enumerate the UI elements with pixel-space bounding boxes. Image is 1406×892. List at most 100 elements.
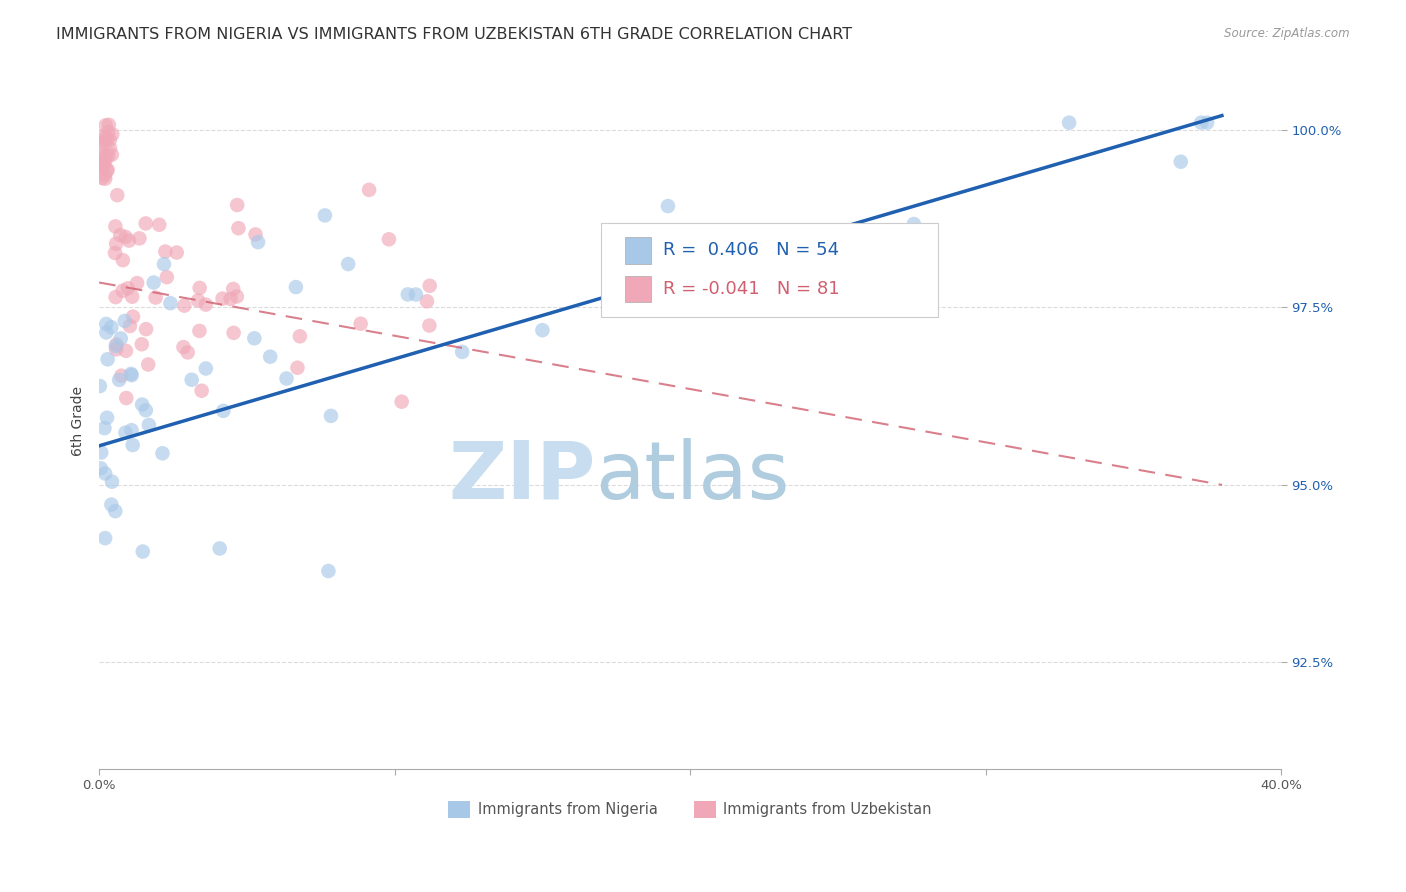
Point — [105, 236, 128, 251]
Point — [122, 310, 145, 324]
Text: R = -0.041   N = 81: R = -0.041 N = 81 — [662, 280, 839, 298]
Point — [100, 320, 122, 334]
Point — [172, 340, 194, 354]
Point — [97, 352, 120, 367]
Point — [142, 276, 165, 290]
Y-axis label: 6th Grade: 6th Grade — [72, 386, 86, 456]
Text: Source: ZipAtlas.com: Source: ZipAtlas.com — [1225, 27, 1350, 40]
Bar — [626, 276, 651, 302]
Point — [155, 244, 177, 259]
Point — [94, 149, 117, 163]
Point — [98, 141, 121, 155]
Point — [318, 564, 340, 578]
Point — [115, 343, 138, 358]
Point — [98, 133, 121, 147]
Text: R =  0.406   N = 54: R = 0.406 N = 54 — [662, 242, 839, 260]
Point — [94, 118, 117, 132]
Point — [132, 544, 155, 558]
Point — [1170, 154, 1192, 169]
Point — [418, 318, 440, 333]
Point — [416, 294, 439, 309]
Point — [117, 281, 139, 295]
Point — [247, 235, 270, 249]
Point — [89, 129, 111, 144]
Point — [110, 368, 132, 383]
Point — [135, 322, 157, 336]
Point — [173, 299, 195, 313]
Point — [121, 290, 143, 304]
Point — [219, 292, 242, 306]
Point — [187, 293, 209, 308]
Point — [110, 228, 132, 243]
Point — [104, 504, 127, 518]
Point — [451, 345, 474, 359]
Point — [903, 217, 925, 231]
Point — [96, 163, 118, 178]
Point — [138, 417, 160, 432]
Point — [114, 230, 136, 244]
Point — [96, 410, 118, 425]
Point — [120, 367, 142, 381]
Point — [391, 394, 413, 409]
Point — [396, 287, 419, 301]
Point — [104, 246, 127, 260]
Point — [94, 135, 117, 149]
Legend: Immigrants from Nigeria, Immigrants from Uzbekistan: Immigrants from Nigeria, Immigrants from… — [443, 795, 938, 824]
Point — [94, 531, 117, 545]
Point — [359, 183, 381, 197]
Point — [243, 331, 266, 345]
Point — [90, 137, 112, 152]
Point — [145, 291, 167, 305]
Point — [110, 331, 132, 345]
Text: ZIP: ZIP — [449, 438, 596, 516]
Bar — [626, 237, 651, 264]
Point — [89, 141, 111, 155]
Point — [104, 219, 127, 234]
Point — [105, 337, 128, 351]
Point — [259, 350, 281, 364]
Point — [121, 423, 143, 437]
Point — [136, 358, 159, 372]
Point — [222, 326, 245, 340]
Point — [89, 153, 111, 167]
Point — [118, 234, 141, 248]
Point — [190, 384, 212, 398]
Point — [135, 403, 157, 417]
Point — [288, 329, 311, 343]
Point — [284, 280, 307, 294]
Point — [111, 284, 134, 298]
Point — [405, 287, 427, 301]
Point — [89, 158, 111, 172]
Point — [97, 162, 120, 177]
Point — [350, 317, 373, 331]
Point — [194, 297, 217, 311]
Point — [287, 360, 309, 375]
Point — [228, 221, 250, 235]
Point — [180, 373, 202, 387]
Point — [148, 218, 170, 232]
Point — [128, 231, 150, 245]
Point — [93, 421, 115, 435]
Text: IMMIGRANTS FROM NIGERIA VS IMMIGRANTS FROM UZBEKISTAN 6TH GRADE CORRELATION CHAR: IMMIGRANTS FROM NIGERIA VS IMMIGRANTS FR… — [56, 27, 852, 42]
Point — [97, 149, 120, 163]
Point — [222, 282, 245, 296]
Point — [378, 232, 401, 246]
Point — [177, 345, 200, 359]
Point — [104, 339, 127, 353]
Point — [121, 368, 143, 383]
Point — [226, 198, 249, 212]
Point — [225, 289, 247, 303]
Point — [152, 446, 174, 460]
Point — [101, 128, 124, 142]
Point — [91, 171, 114, 186]
Point — [97, 118, 120, 132]
Point — [100, 498, 122, 512]
Point — [159, 296, 181, 310]
FancyBboxPatch shape — [602, 223, 938, 317]
Point — [114, 425, 136, 440]
Point — [121, 438, 143, 452]
Point — [1057, 116, 1080, 130]
Point — [153, 257, 176, 271]
Point — [156, 270, 179, 285]
Point — [101, 475, 124, 489]
